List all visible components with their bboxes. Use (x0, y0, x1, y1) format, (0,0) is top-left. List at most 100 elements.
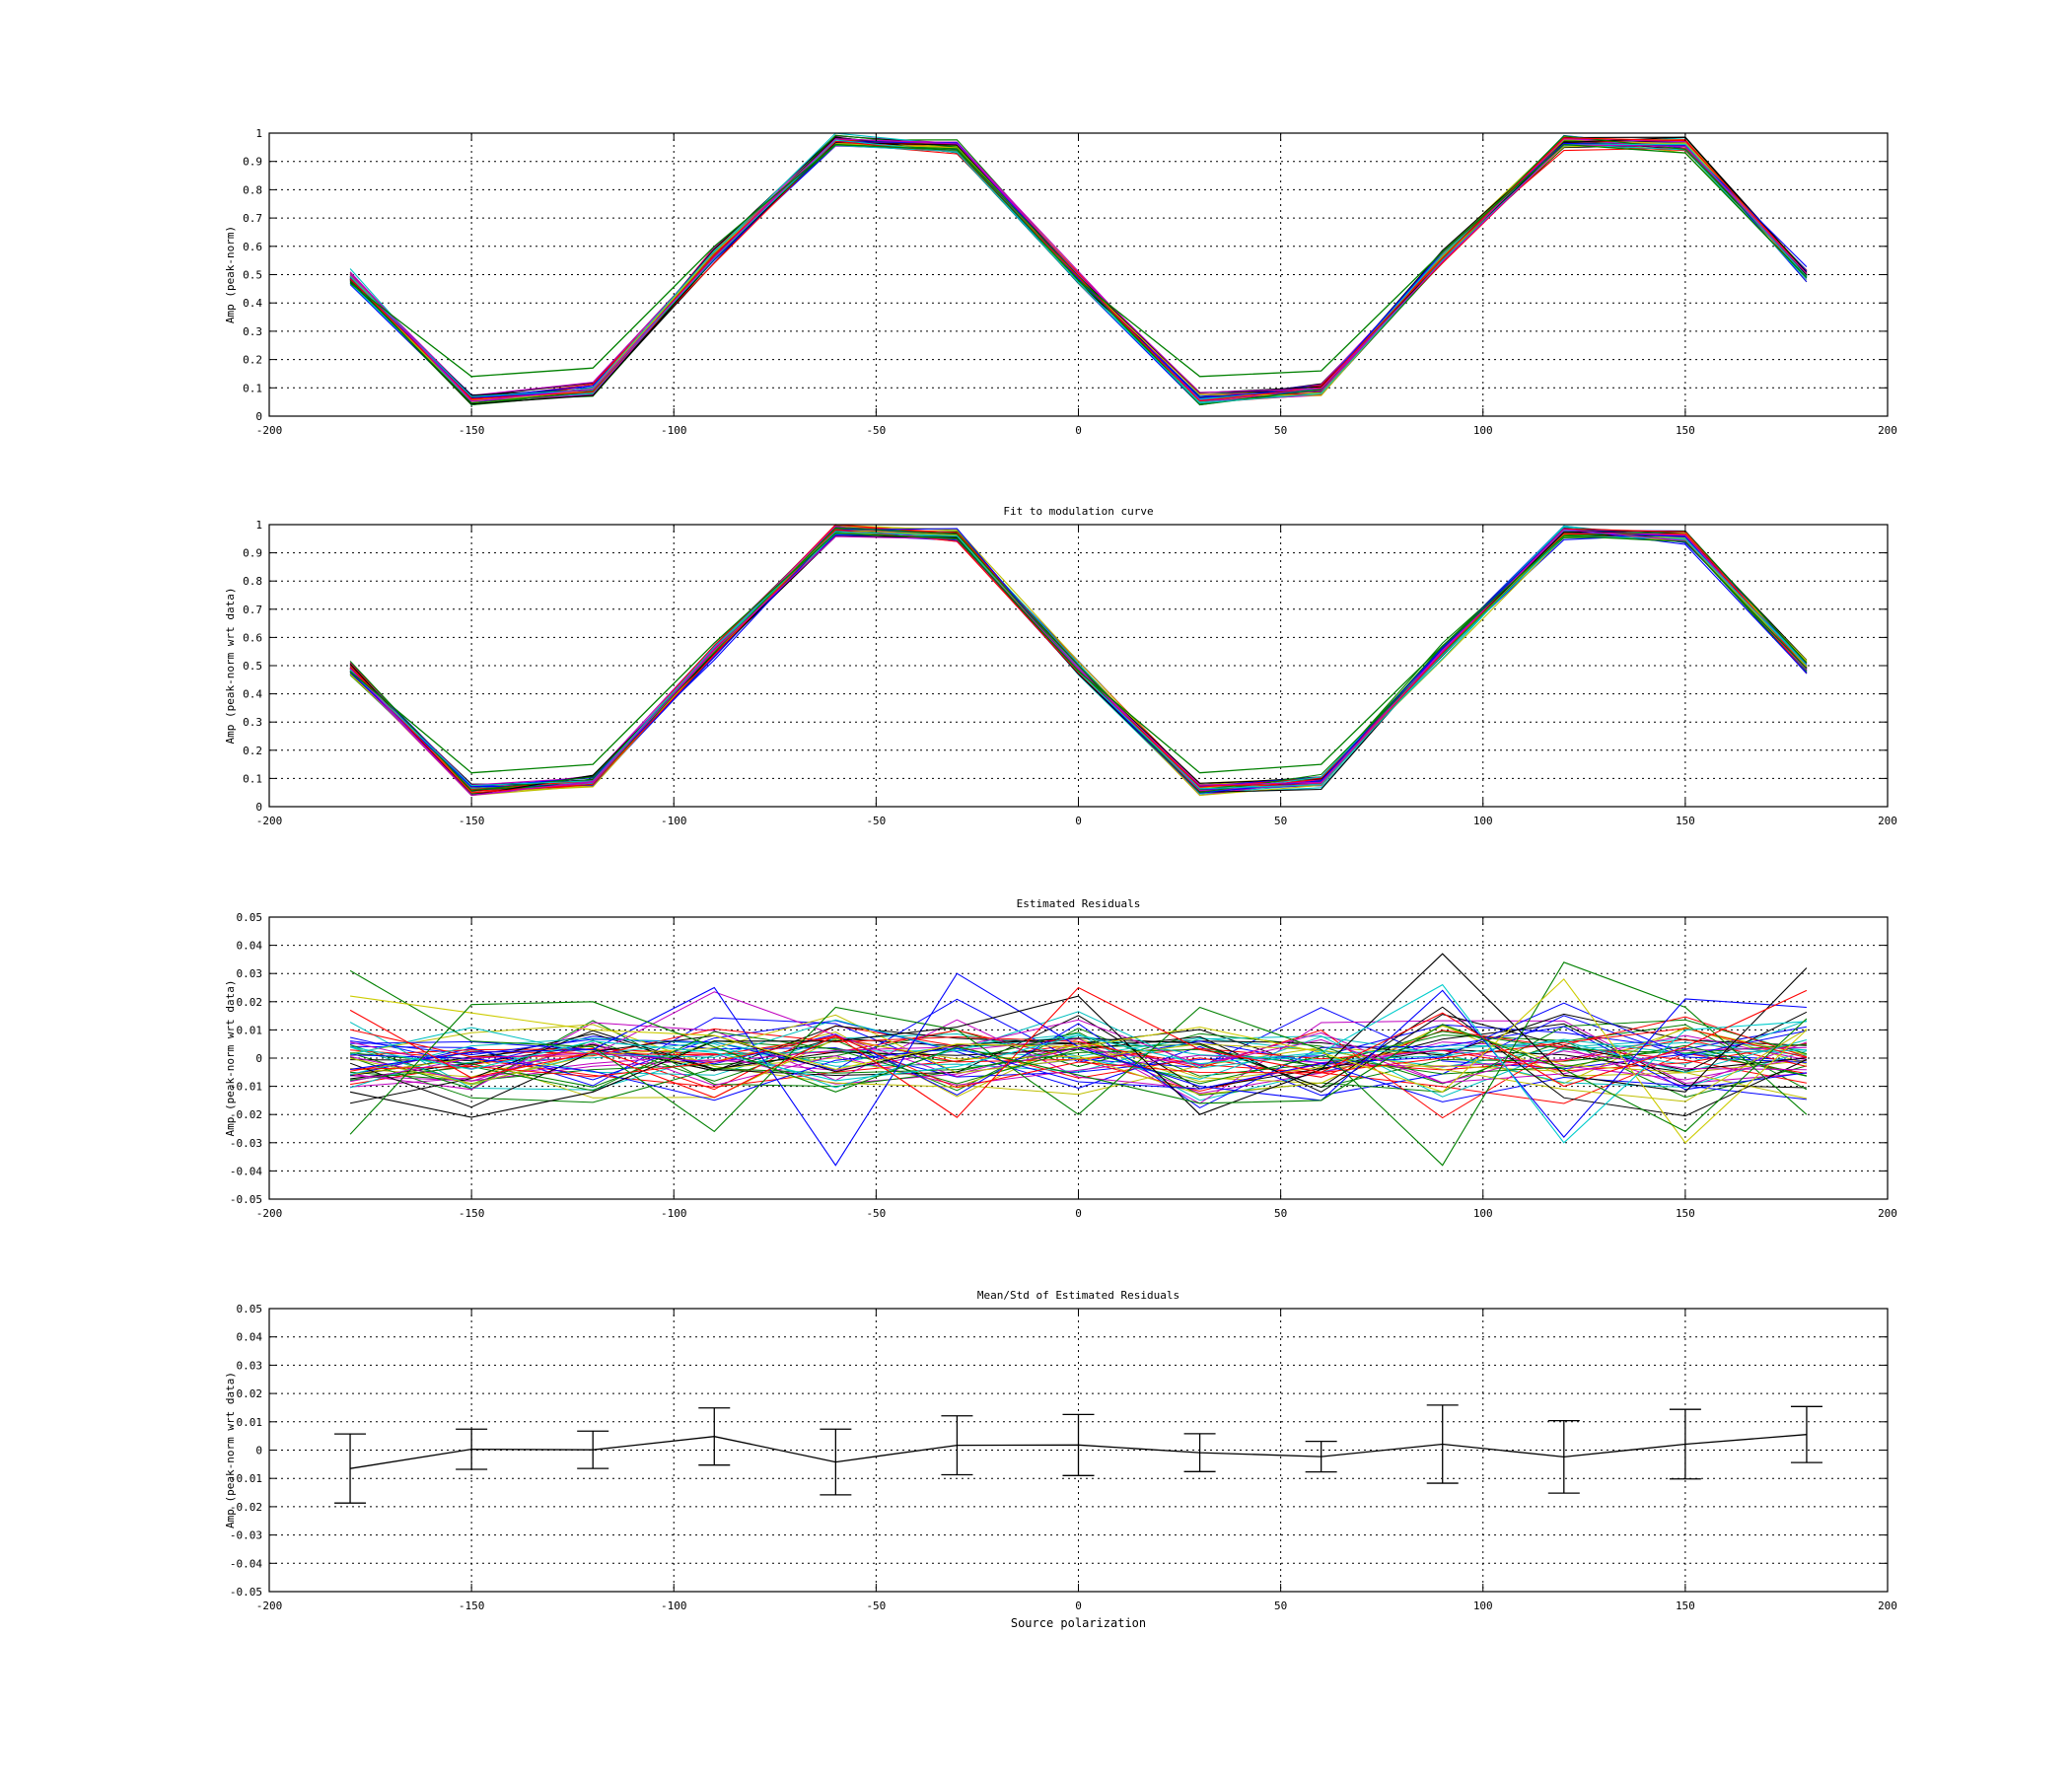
y-axis-label: Amp (peak-norm) (224, 226, 237, 323)
series-line (349, 136, 1808, 401)
y-tick-label: 0.02 (237, 1387, 263, 1400)
x-tick-label: 150 (1676, 1599, 1695, 1612)
x-tick-label: -150 (459, 1599, 485, 1612)
error-bar (1426, 1404, 1459, 1484)
y-axis-label: Amp (peak-norm wrt data) (224, 1372, 237, 1528)
y-tick-label: 0.2 (243, 745, 262, 757)
series-line (349, 531, 1808, 788)
y-tick-label: 0 (255, 1052, 262, 1065)
series-line (349, 137, 1808, 401)
series-line (349, 1006, 1808, 1117)
y-tick-label: 0.05 (237, 911, 263, 924)
series-line (350, 1011, 1808, 1090)
y-tick-label: -0.05 (230, 1586, 262, 1599)
y-tick-label: 0.01 (237, 1024, 263, 1036)
series-line (350, 1019, 1807, 1084)
x-tick-label: -200 (256, 815, 283, 827)
y-tick-label: 0.7 (243, 604, 262, 616)
y-tick-label: -0.01 (230, 1081, 262, 1094)
chart-title: Fit to modulation curve (1003, 505, 1153, 518)
y-tick-label: 0.04 (237, 1331, 263, 1344)
x-tick-label: 50 (1274, 815, 1287, 827)
x-tick-label: 0 (1075, 1599, 1082, 1612)
series-line (349, 986, 1808, 1118)
x-tick-label: -200 (256, 1599, 283, 1612)
y-tick-label: 0 (255, 801, 262, 814)
series-line (349, 529, 1808, 796)
x-tick-label: -150 (459, 424, 485, 437)
error-bar (1062, 1413, 1095, 1476)
y-tick-label: 0.05 (237, 1303, 263, 1315)
series-line (349, 1014, 1808, 1102)
x-tick-label: -100 (661, 1599, 687, 1612)
y-tick-label: 0 (255, 410, 262, 423)
series-line (349, 983, 1807, 1144)
chart-1: -200 -150 -100 -50 0 50 100 150 200 0 0.1 0.2 0.3 0.4… (224, 127, 1897, 437)
x-tick-label: -200 (256, 1207, 283, 1220)
x-tick-label: 200 (1878, 815, 1897, 827)
y-tick-label: -0.05 (230, 1193, 262, 1206)
x-tick-label: 150 (1676, 424, 1695, 437)
series-line (349, 524, 1808, 793)
y-tick-label: 0.7 (243, 212, 262, 225)
y-tick-label: 0.1 (243, 382, 262, 394)
y-tick-label: 0.02 (237, 996, 263, 1009)
x-tick-label: 50 (1274, 1207, 1287, 1220)
x-tick-label: -50 (866, 424, 886, 437)
y-tick-label: 0.2 (243, 354, 262, 367)
series-line (349, 526, 1808, 790)
x-tick-label: 200 (1878, 424, 1897, 437)
series-line (349, 137, 1808, 402)
error-bar (334, 1433, 367, 1504)
series-line (349, 1022, 1808, 1091)
y-tick-label: 0.8 (243, 575, 262, 588)
series-line (350, 978, 1808, 1144)
y-tick-label: -0.04 (230, 1165, 262, 1177)
series-line (349, 524, 1808, 794)
y-tick-label: 0.03 (237, 967, 263, 980)
y-tick-label: 0.3 (243, 716, 262, 729)
chart-title: Mean/Std of Estimated Residuals (977, 1289, 1179, 1302)
series-line (349, 530, 1808, 796)
x-tick-label: -200 (256, 424, 283, 437)
error-bar (820, 1428, 852, 1496)
y-tick-label: 0.01 (237, 1416, 263, 1429)
x-tick-label: -100 (661, 815, 687, 827)
error-bar (1183, 1433, 1216, 1472)
series-line (349, 1031, 1807, 1103)
series-line (350, 1042, 1807, 1087)
error-bar (698, 1407, 731, 1466)
x-tick-label: -150 (459, 815, 485, 827)
x-tick-label: 50 (1274, 1599, 1287, 1612)
series-line (349, 961, 1808, 1167)
y-tick-label: 0 (255, 1445, 262, 1457)
error-bar (1305, 1440, 1337, 1473)
x-tick-label: 200 (1878, 1599, 1897, 1612)
x-tick-label: 200 (1878, 1207, 1897, 1220)
x-tick-label: -50 (866, 815, 886, 827)
chart-title: Estimated Residuals (1017, 897, 1141, 910)
chart-4: -200 -150 -100 -50 0 50 100 150 200 -0.05 -0.04 -0.… (224, 1289, 1897, 1630)
x-tick-label: -100 (661, 424, 687, 437)
y-tick-label: -0.02 (230, 1501, 262, 1514)
error-bar (1547, 1420, 1580, 1494)
y-tick-label: 0.4 (243, 297, 262, 310)
series-line (349, 525, 1808, 789)
series-line (349, 1011, 1808, 1073)
error-bar (941, 1415, 973, 1476)
x-axis-label: Source polarization (1011, 1616, 1146, 1630)
x-tick-label: 150 (1676, 815, 1695, 827)
y-tick-label: 0.6 (243, 631, 262, 644)
x-tick-label: 100 (1473, 424, 1493, 437)
y-tick-label: 0.9 (243, 547, 262, 560)
y-tick-label: -0.02 (230, 1108, 262, 1121)
series-line (350, 1025, 1807, 1091)
y-tick-label: 1 (255, 519, 262, 532)
x-tick-label: 50 (1274, 424, 1287, 437)
y-tick-label: 0.04 (237, 940, 263, 953)
chart-3: -200 -150 -100 -50 0 50 100 150 200 -0.05 -0.04 -0.… (224, 897, 1897, 1220)
series-line (350, 1002, 1808, 1102)
x-tick-label: -50 (866, 1207, 886, 1220)
x-tick-label: 150 (1676, 1207, 1695, 1220)
